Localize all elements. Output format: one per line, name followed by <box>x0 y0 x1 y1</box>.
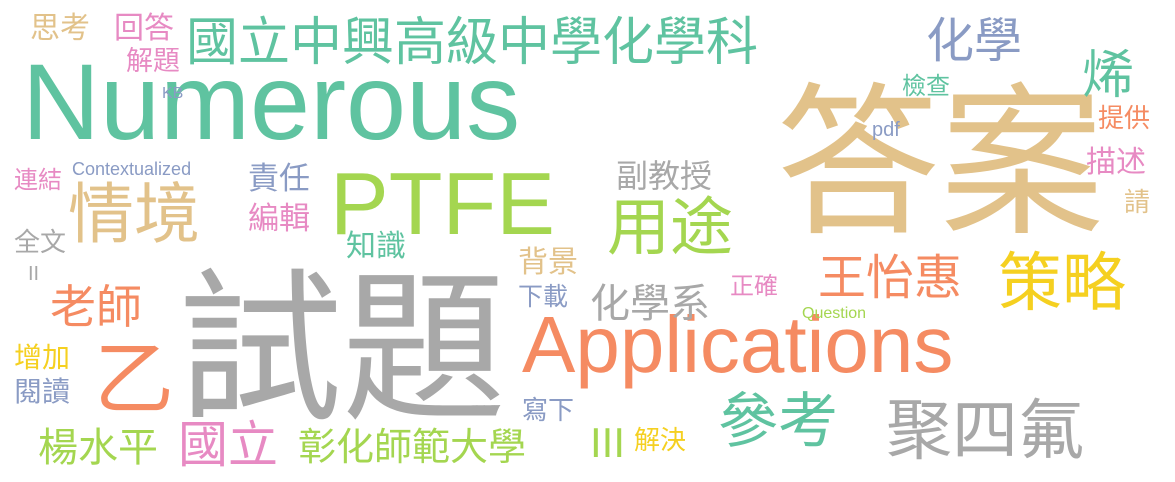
word-editor: 編輯 <box>248 201 310 237</box>
word-ptfe: PTFE <box>330 154 555 253</box>
word-ptfe-chinese: 聚四氟 <box>886 392 1084 469</box>
word-link: 連結 <box>14 166 62 194</box>
word-solve: 解決 <box>634 426 687 456</box>
word-question: Question <box>802 305 867 322</box>
word-knowledge: 知識 <box>346 229 406 264</box>
word-correct: 正確 <box>730 272 778 300</box>
word-full-text: 全文 <box>14 228 67 258</box>
word-pdf: pdf <box>872 119 900 141</box>
word-usage: 用途 <box>607 191 733 264</box>
word-ncue: 彰化師範大學 <box>298 425 527 469</box>
word-wang-yihui: 王怡惠 <box>818 250 963 306</box>
word-roman-two: II <box>28 263 40 285</box>
word-increase: 增加 <box>14 341 71 374</box>
word-provide: 提供 <box>1098 104 1151 134</box>
word-contextualized: Contextualized <box>72 159 192 179</box>
word-problem-solving: 解題 <box>126 46 180 77</box>
word-answer-reply: 回答 <box>114 11 174 46</box>
word-chem-department: 化學系 <box>590 281 710 327</box>
word-yi: 乙 <box>94 333 174 426</box>
word-describe: 描述 <box>1086 145 1146 180</box>
word-reading: 閱讀 <box>14 375 71 408</box>
word-numerous: Numerous <box>22 41 521 162</box>
word-context: 情境 <box>68 176 200 253</box>
word-check: 檢查 <box>902 72 950 100</box>
word-strategy: 策略 <box>998 247 1126 321</box>
word-write-down: 寫下 <box>522 396 575 426</box>
word-associate-professor: 副教授 <box>616 157 713 195</box>
word-kb: KB <box>162 85 184 102</box>
word-chemistry: 化學 <box>926 13 1023 69</box>
word-roman-three: III <box>590 419 626 466</box>
word-applications: Applications <box>522 300 954 389</box>
word-please: 請 <box>1124 188 1151 218</box>
word-download: 下載 <box>518 282 569 311</box>
word-background: 背景 <box>518 245 578 280</box>
word-reference: 參考 <box>718 387 838 457</box>
word-responsibility: 責任 <box>248 161 310 197</box>
word-yang-shuiping: 楊水平 <box>38 425 158 471</box>
word-exam-questions: 試題 <box>178 254 507 445</box>
word-school-name: 國立中興高級中學化學科 <box>186 13 759 73</box>
word-answer: 答案 <box>776 68 1105 259</box>
word-national: 國立 <box>178 416 278 474</box>
word-think: 思考 <box>30 11 90 46</box>
word-teacher: 老師 <box>50 280 142 334</box>
word-ene: 烯 <box>1082 46 1135 106</box>
